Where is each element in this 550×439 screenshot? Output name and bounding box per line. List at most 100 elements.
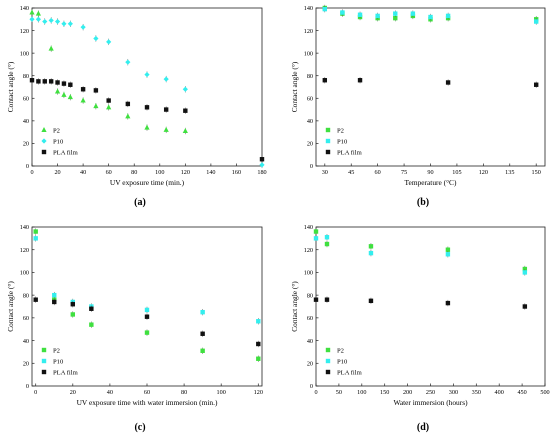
data-point	[68, 82, 73, 87]
plot-frame	[31, 7, 263, 167]
y-tick-label: 60	[23, 315, 29, 322]
x-tick-label: 40	[107, 389, 113, 396]
y-tick-label: 120	[304, 28, 313, 35]
legend-marker	[41, 127, 47, 132]
legend: P2 P10 PLA film	[325, 347, 363, 376]
x-tick-label: 45	[348, 169, 354, 176]
y-tick-label: 100	[20, 270, 29, 277]
data-point	[410, 11, 416, 16]
x-tick-label: 20	[54, 169, 60, 176]
series-p2	[33, 228, 261, 362]
data-point	[52, 299, 57, 305]
y-tick-label: 80	[23, 292, 29, 299]
x-tick-label: 180	[257, 169, 266, 176]
x-tick-label: 450	[517, 389, 526, 396]
x-tick-label: 105	[452, 169, 461, 176]
data-point	[313, 297, 319, 302]
data-point	[357, 78, 363, 83]
data-point	[256, 341, 261, 347]
data-point	[393, 15, 398, 21]
data-point	[445, 300, 451, 306]
data-point	[322, 6, 328, 12]
y-tick-label: 140	[20, 5, 29, 12]
data-point	[89, 306, 94, 311]
series-p10	[33, 235, 261, 325]
data-point	[313, 229, 319, 234]
series-p10	[313, 234, 528, 276]
data-point	[70, 312, 76, 317]
y-tick-label: 20	[23, 360, 29, 367]
data-point	[80, 87, 86, 92]
data-point	[61, 21, 67, 27]
data-point	[533, 19, 539, 24]
legend-marker	[325, 358, 331, 364]
legend-label: P10	[53, 358, 64, 365]
data-point	[200, 331, 205, 336]
data-point	[42, 79, 47, 84]
legend-label: P10	[337, 358, 348, 365]
data-point	[256, 356, 261, 361]
legend-marker	[325, 369, 331, 375]
data-point	[36, 79, 41, 84]
data-point	[324, 235, 330, 240]
data-point	[144, 71, 150, 78]
data-point	[35, 10, 41, 16]
data-point	[80, 24, 86, 30]
legend: P2 P10 PLA film	[41, 347, 79, 376]
panel-caption: (d)	[417, 422, 429, 433]
chart-panel-1: 0 20 40 60 80 100 120 140 160 180 0 20 40 60 80 100 120 1…	[6, 5, 267, 208]
data-point	[522, 266, 528, 272]
data-point	[428, 14, 433, 20]
legend-label: PLA film	[53, 149, 79, 156]
data-point	[163, 76, 169, 82]
data-point	[61, 91, 67, 97]
x-tick-label: 60	[375, 169, 381, 176]
data-point	[163, 126, 169, 132]
chart-panel-2: 30 45 60 75 90 105 120 135 150 0 20 40 60 80 100 120 140…	[290, 4, 546, 208]
data-point	[125, 113, 131, 119]
y-tick-label: 0	[26, 163, 29, 170]
legend-marker	[41, 369, 47, 375]
panel-caption: (a)	[134, 197, 146, 208]
data-point	[42, 18, 48, 25]
data-point	[93, 103, 99, 109]
legend-label: P2	[53, 127, 60, 134]
data-point	[533, 82, 539, 87]
y-axis-label: Contact angle (°)	[6, 61, 15, 112]
x-tick-label: 0	[34, 389, 37, 396]
data-point	[67, 21, 73, 27]
data-point	[29, 78, 35, 83]
x-tick-label: 0	[30, 169, 33, 176]
x-tick-label: 80	[181, 389, 187, 396]
x-tick-label: 160	[232, 169, 241, 176]
data-point	[324, 297, 330, 302]
data-point	[445, 247, 451, 252]
legend-label: P10	[53, 138, 64, 145]
data-point	[445, 13, 451, 19]
y-tick-label: 40	[23, 118, 29, 125]
legend-marker	[41, 347, 47, 353]
y-axis-label: Contact angle (°)	[290, 61, 299, 112]
data-point	[106, 98, 111, 103]
y-tick-label: 80	[23, 73, 29, 80]
x-axis-label: Temperature (°C)	[405, 178, 457, 187]
y-tick-label: 60	[23, 95, 29, 102]
x-tick-label: 300	[449, 389, 458, 396]
data-point	[125, 59, 131, 65]
y-tick-label: 140	[304, 5, 313, 12]
x-axis-label: UV exposure time with water immersion (m…	[77, 398, 218, 407]
data-point	[368, 250, 374, 256]
y-tick-label: 20	[307, 141, 313, 148]
y-tick-label: 100	[304, 270, 313, 277]
legend-label: P2	[337, 127, 344, 134]
x-tick-label: 100	[357, 389, 366, 396]
data-point	[259, 162, 265, 168]
y-tick-label: 80	[307, 73, 313, 80]
y-tick-label: 0	[26, 383, 29, 390]
x-tick-label: 50	[336, 389, 342, 396]
data-point	[144, 124, 150, 130]
data-point	[313, 236, 319, 241]
data-point	[80, 97, 86, 103]
y-tick-label: 0	[310, 163, 313, 170]
data-point	[106, 104, 112, 110]
